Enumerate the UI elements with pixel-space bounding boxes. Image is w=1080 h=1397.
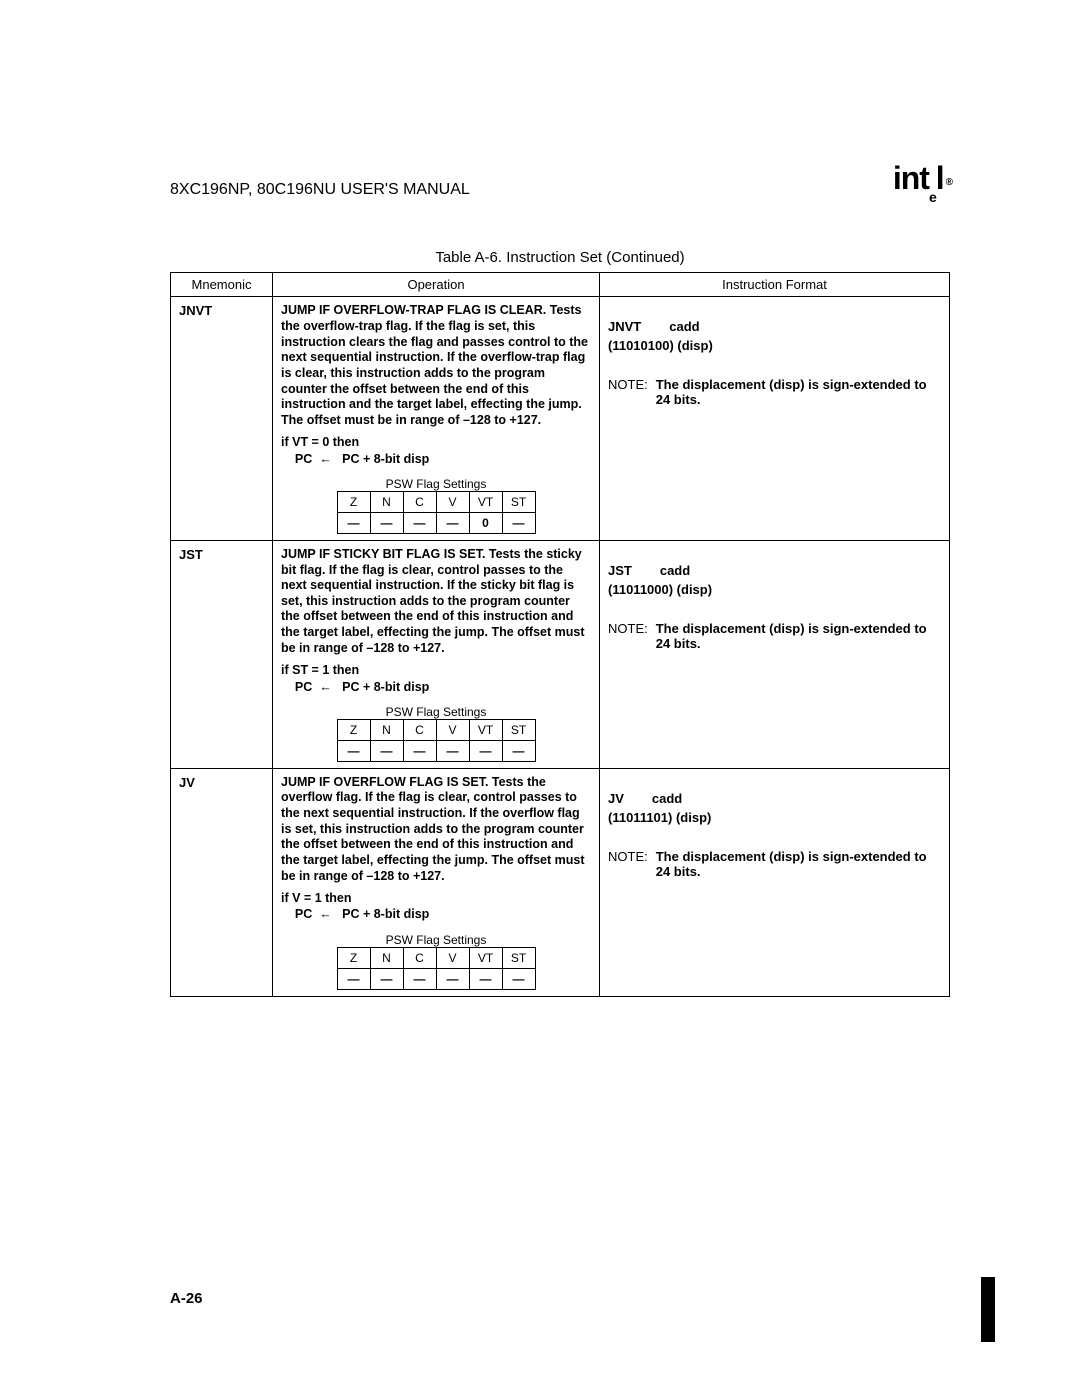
psw-value: — [502, 968, 535, 989]
psw-label: C [403, 947, 436, 968]
psw-flag-table: ZNCVVTST————0— [337, 491, 536, 534]
psw-label: V [436, 491, 469, 512]
mnemonic-cell: JST [171, 540, 273, 768]
format-opcode-line: (11010100) (disp) [608, 338, 941, 353]
psw-label: VT [469, 491, 502, 512]
psw-value: 0 [469, 512, 502, 533]
instruction-format-cell: JNVTcadd (11010100) (disp) NOTE: The displa… [600, 297, 950, 541]
psw-label: Z [337, 947, 370, 968]
psw-value: — [502, 512, 535, 533]
table-header-row: Mnemonic Operation Instruction Format [171, 273, 950, 297]
operation-cell: JUMP IF STICKY BIT FLAG IS SET. Tests th… [273, 540, 600, 768]
psw-label: ST [502, 491, 535, 512]
psw-value: — [337, 740, 370, 761]
page-container: 8XC196NP, 80C196NU USER'S MANUAL intel T… [0, 0, 1080, 1397]
psw-value: — [403, 968, 436, 989]
format-note: NOTE: The displacement (disp) is sign-ext… [608, 849, 941, 879]
instruction-format-cell: JSTcadd (11011000) (disp) NOTE: The displac… [600, 540, 950, 768]
psw-value: — [370, 968, 403, 989]
psw-label: C [403, 719, 436, 740]
format-mnemonic-line: JNVTcadd [608, 319, 941, 334]
psw-value: — [469, 740, 502, 761]
psw-label: C [403, 491, 436, 512]
manual-title: 8XC196NP, 80C196NU USER'S MANUAL [170, 181, 470, 199]
psw-label: N [370, 719, 403, 740]
corner-mark-icon [981, 1277, 995, 1342]
format-opcode-line: (11011000) (disp) [608, 582, 941, 597]
page-number: A-26 [170, 1290, 203, 1307]
psw-value: — [436, 740, 469, 761]
format-mnemonic-line: JVcadd [608, 791, 941, 806]
mnemonic-cell: JNVT [171, 297, 273, 541]
format-opcode-line: (11011101) (disp) [608, 810, 941, 825]
psw-label: VT [469, 719, 502, 740]
psw-label: V [436, 947, 469, 968]
note-text: The displacement (disp) is sign-extended… [656, 849, 941, 879]
operation-cell: JUMP IF OVERFLOW-TRAP FLAG IS CLEAR. Tes… [273, 297, 600, 541]
operation-action: PC ← PC + 8-bit disp [281, 906, 591, 922]
table-row: JSTJUMP IF STICKY BIT FLAG IS SET. Tests… [171, 540, 950, 768]
psw-label: V [436, 719, 469, 740]
col-format: Instruction Format [600, 273, 950, 297]
note-label: NOTE: [608, 849, 648, 879]
psw-value: — [337, 968, 370, 989]
psw-label: VT [469, 947, 502, 968]
psw-value: — [337, 512, 370, 533]
operation-description: JUMP IF OVERFLOW FLAG IS SET. Tests the … [281, 775, 591, 884]
table-caption: Table A-6. Instruction Set (Continued) [170, 249, 950, 266]
col-operation: Operation [273, 273, 600, 297]
format-note: NOTE: The displacement (disp) is sign-ext… [608, 621, 941, 651]
psw-value: — [370, 512, 403, 533]
psw-value: — [403, 740, 436, 761]
instruction-format-cell: JVcadd (11011101) (disp) NOTE: The displace… [600, 768, 950, 996]
psw-value: — [436, 512, 469, 533]
psw-label: Z [337, 491, 370, 512]
table-row: JVJUMP IF OVERFLOW FLAG IS SET. Tests th… [171, 768, 950, 996]
operation-condition: if V = 1 then [281, 890, 591, 906]
psw-label: N [370, 947, 403, 968]
psw-flag-settings-title: PSW Flag Settings [281, 933, 591, 947]
page-header: 8XC196NP, 80C196NU USER'S MANUAL intel [170, 160, 950, 199]
note-label: NOTE: [608, 621, 648, 651]
psw-flag-settings-title: PSW Flag Settings [281, 705, 591, 719]
psw-label: ST [502, 947, 535, 968]
psw-value: — [436, 968, 469, 989]
psw-value: — [469, 968, 502, 989]
note-text: The displacement (disp) is sign-extended… [656, 621, 941, 651]
operation-action: PC ← PC + 8-bit disp [281, 451, 591, 467]
psw-value: — [370, 740, 403, 761]
operation-condition: if VT = 0 then [281, 434, 591, 450]
psw-label: N [370, 491, 403, 512]
psw-flag-settings-title: PSW Flag Settings [281, 477, 591, 491]
psw-label: ST [502, 719, 535, 740]
psw-flag-table: ZNCVVTST—————— [337, 947, 536, 990]
note-text: The displacement (disp) is sign-extended… [656, 377, 941, 407]
operation-cell: JUMP IF OVERFLOW FLAG IS SET. Tests the … [273, 768, 600, 996]
psw-value: — [502, 740, 535, 761]
mnemonic-cell: JV [171, 768, 273, 996]
psw-label: Z [337, 719, 370, 740]
operation-description: JUMP IF STICKY BIT FLAG IS SET. Tests th… [281, 547, 591, 656]
operation-description: JUMP IF OVERFLOW-TRAP FLAG IS CLEAR. Tes… [281, 303, 591, 428]
psw-value: — [403, 512, 436, 533]
format-mnemonic-line: JSTcadd [608, 563, 941, 578]
operation-action: PC ← PC + 8-bit disp [281, 679, 591, 695]
note-label: NOTE: [608, 377, 648, 407]
psw-flag-table: ZNCVVTST—————— [337, 719, 536, 762]
operation-condition: if ST = 1 then [281, 662, 591, 678]
intel-logo: intel [893, 160, 950, 199]
instruction-set-table: Mnemonic Operation Instruction Format JN… [170, 272, 950, 996]
col-mnemonic: Mnemonic [171, 273, 273, 297]
table-row: JNVTJUMP IF OVERFLOW-TRAP FLAG IS CLEAR.… [171, 297, 950, 541]
format-note: NOTE: The displacement (disp) is sign-ext… [608, 377, 941, 407]
